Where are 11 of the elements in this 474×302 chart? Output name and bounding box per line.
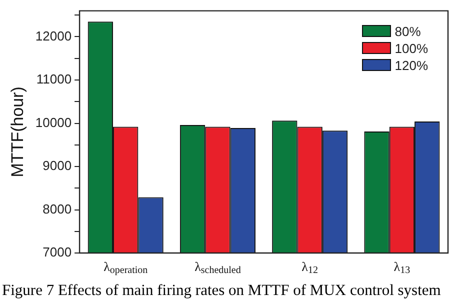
y-tick-label: 7000 <box>42 244 72 260</box>
y-axis-title: MTTF(hour) <box>8 86 27 178</box>
y-tick-label: 11000 <box>36 72 72 87</box>
y-tick-label: 9000 <box>42 158 72 174</box>
y-tick-label: 8000 <box>42 201 72 216</box>
legend-label: 120% <box>394 58 428 73</box>
y-tick-label: 10000 <box>35 114 72 130</box>
legend-label: 80% <box>394 24 421 39</box>
caption: Figure 7 Effects of main firing rates on MTTF of MUX control system <box>2 282 442 300</box>
legend-label: 100% <box>394 40 428 56</box>
y-tick-label: 12000 <box>35 28 72 44</box>
